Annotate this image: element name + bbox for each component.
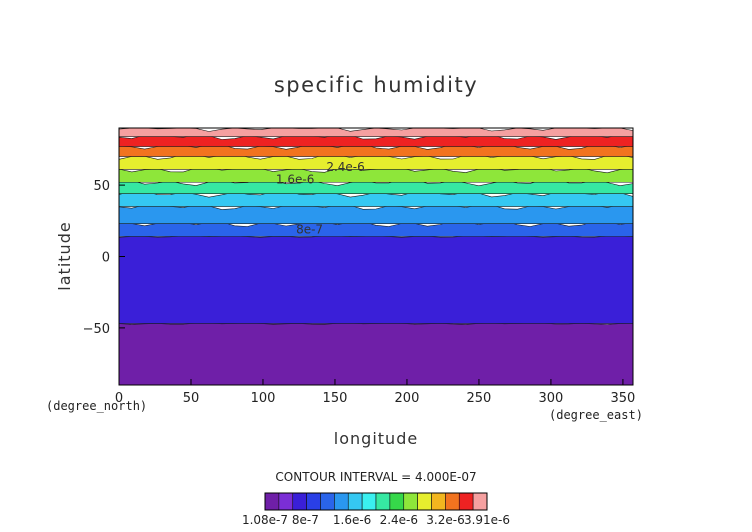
colorbar-swatch	[389, 492, 405, 511]
chart-title: specific humidity	[274, 73, 478, 97]
colorbar-swatch	[361, 492, 377, 511]
colorbar-frame	[264, 492, 488, 511]
colorbar-swatch	[306, 492, 321, 511]
plot-area	[118, 127, 634, 386]
colorbar-swatch	[347, 492, 363, 511]
colorbar-swatch	[458, 492, 474, 511]
y-tick-label: −50	[83, 322, 110, 337]
y-tick-label: 50	[93, 179, 110, 194]
humidity-band	[118, 219, 634, 237]
contour-interval: CONTOUR INTERVAL = 4.000E-07	[275, 470, 476, 484]
colorbar-swatch	[431, 492, 446, 511]
x-tick-label: 0	[115, 391, 123, 406]
x-tick-label: 50	[183, 391, 200, 406]
colorbar-label: 2.4e-6	[380, 513, 418, 527]
colorbar-label: 1.08e-7	[242, 513, 288, 527]
colorbar-swatch	[278, 492, 294, 511]
contour-label: 2.4e-6	[326, 160, 364, 174]
x-tick-label: 100	[251, 391, 276, 406]
x-tick-label: 300	[539, 391, 564, 406]
y-axis-label: latitude	[55, 221, 74, 290]
colorbar	[264, 492, 488, 511]
x-tick-label: 350	[611, 391, 636, 406]
colorbar-swatch	[445, 492, 460, 511]
colorbar-swatch	[264, 492, 280, 511]
colorbar-labels: 1.08e-7 8e-7 1.6e-6 2.4e-6 3.2e-6 3.91e-6	[242, 513, 510, 527]
contour-label: 8e-7	[296, 223, 323, 237]
x-tick-label: 150	[323, 391, 348, 406]
colorbar-swatch	[417, 492, 432, 511]
humidity-band	[118, 127, 634, 137]
x-tick-label: 250	[467, 391, 492, 406]
colorbar-swatch	[403, 492, 418, 511]
humidity-band	[118, 235, 634, 324]
humidity-band	[118, 322, 634, 386]
contour-label: 1.6e-6	[276, 173, 314, 187]
colorbar-swatch	[292, 492, 307, 511]
x-unit-label: (degree_east)	[549, 408, 643, 422]
colorbar-label: 1.6e-6	[333, 513, 371, 527]
colorbar-label: 8e-7	[292, 513, 319, 527]
colorbar-label: 3.91e-6	[464, 513, 510, 527]
colorbar-swatch	[375, 492, 391, 511]
y-tick-label: 0	[102, 251, 110, 266]
x-tick-label: 200	[395, 391, 420, 406]
contour-labels: 2.4e-6 1.6e-6 8e-7	[276, 160, 365, 237]
x-axis-ticks: 0 50 100 150 200 250 300 350	[115, 379, 635, 406]
colorbar-label: 3.2e-6	[426, 513, 464, 527]
y-axis-ticks: −50 0 50	[83, 179, 125, 337]
colorbar-swatch	[472, 492, 488, 511]
colorbar-swatch	[320, 492, 335, 511]
y-unit-label: (degree_north)	[46, 399, 147, 413]
x-axis-label: longitude	[334, 429, 418, 448]
colorbar-swatch	[334, 492, 349, 511]
